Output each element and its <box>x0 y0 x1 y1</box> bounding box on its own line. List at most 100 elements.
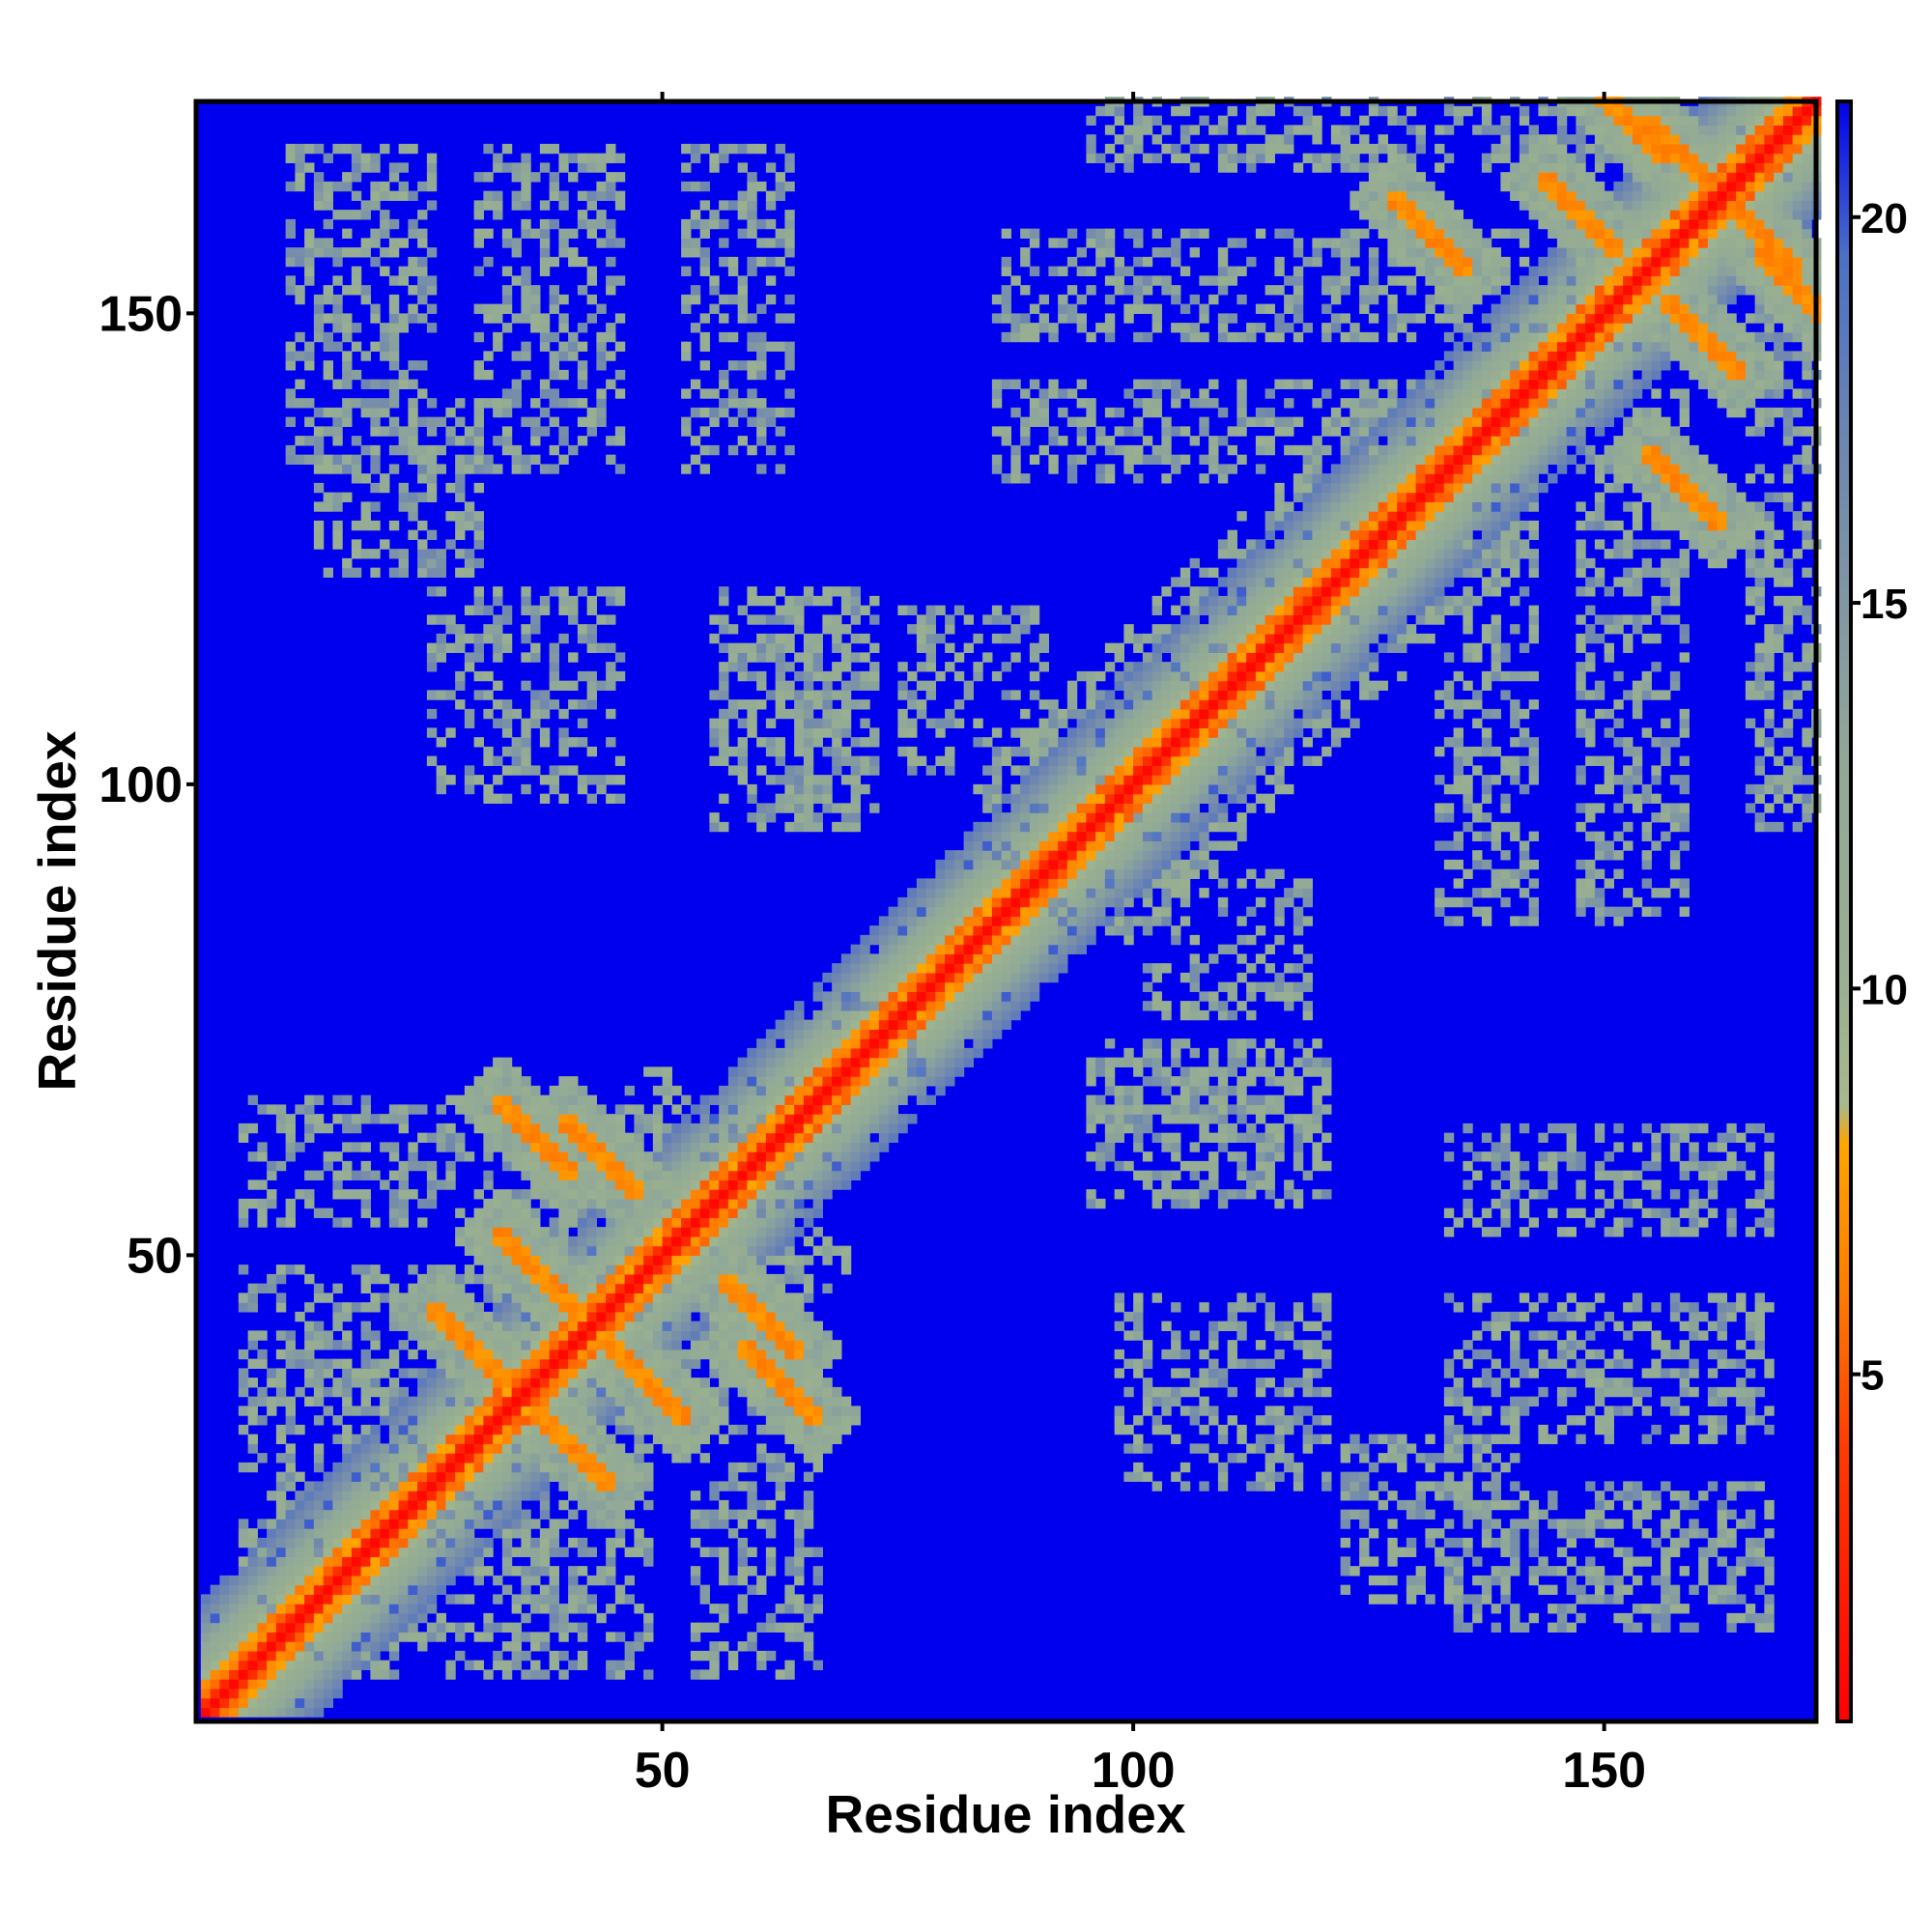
heatmap-cell <box>945 642 955 653</box>
heatmap-cell <box>388 1198 400 1209</box>
heatmap-cell <box>219 1612 230 1624</box>
heatmap-cell <box>671 1151 682 1162</box>
heatmap-cell <box>1038 821 1049 833</box>
heatmap-cell <box>596 1160 607 1172</box>
heatmap-cell <box>360 1650 371 1662</box>
heatmap-cell <box>380 1481 390 1492</box>
heatmap-cell <box>586 699 597 710</box>
heatmap-cell <box>521 605 531 615</box>
heatmap-cell <box>417 1537 428 1548</box>
heatmap-cell <box>380 379 390 389</box>
heatmap-cell <box>614 172 626 183</box>
heatmap-cell <box>370 1660 381 1670</box>
heatmap-cell <box>1048 783 1059 795</box>
heatmap-cell <box>737 1349 748 1360</box>
heatmap-cell <box>313 1293 325 1303</box>
heatmap-cell <box>577 1453 588 1463</box>
heatmap-cell <box>483 1386 494 1398</box>
heatmap-cell <box>765 256 777 268</box>
heatmap-cell <box>313 1378 325 1388</box>
heatmap-cell <box>304 1650 315 1662</box>
heatmap-cell <box>238 1302 249 1313</box>
heatmap-cell <box>756 1499 767 1511</box>
heatmap-cell <box>1048 850 1059 861</box>
heatmap-cell <box>521 1594 531 1605</box>
heatmap-cell <box>812 783 823 795</box>
heatmap-cell <box>614 1453 626 1463</box>
heatmap-cell <box>539 1509 551 1520</box>
heatmap-cell <box>558 454 569 465</box>
heatmap-cell <box>765 1236 777 1247</box>
heatmap-cell <box>709 303 720 314</box>
heatmap-cell <box>832 1038 842 1049</box>
heatmap-cell <box>1020 831 1031 841</box>
heatmap-cell <box>473 642 484 653</box>
heatmap-cell <box>756 1424 767 1435</box>
heatmap-cell <box>511 1641 522 1652</box>
heatmap-cell <box>1001 256 1011 268</box>
heatmap-cell <box>332 454 343 465</box>
heatmap-cell <box>634 1217 644 1228</box>
heatmap-cell <box>426 1622 438 1633</box>
heatmap-cell <box>445 1349 456 1360</box>
heatmap-cell <box>483 746 494 757</box>
heatmap-cell <box>521 1537 531 1548</box>
heatmap-cell <box>727 708 739 720</box>
heatmap-cell <box>747 313 757 324</box>
heatmap-cell <box>756 1264 767 1275</box>
heatmap-cell <box>850 680 861 691</box>
heatmap-cell <box>869 1142 880 1152</box>
heatmap-cell <box>511 1604 522 1614</box>
heatmap-cell <box>530 1132 541 1143</box>
heatmap-cell <box>727 416 739 427</box>
heatmap-cell <box>775 642 785 653</box>
heatmap-cell <box>860 1047 870 1059</box>
heatmap-cell <box>539 1556 551 1567</box>
heatmap-cell <box>925 633 936 644</box>
heatmap-cell <box>737 1330 748 1341</box>
heatmap-cell <box>436 1528 446 1539</box>
heatmap-cell <box>511 1114 522 1124</box>
heatmap-cell <box>521 1236 531 1247</box>
heatmap-cell <box>822 1245 833 1256</box>
heatmap-cell <box>558 1547 569 1557</box>
heatmap-cell <box>614 793 626 804</box>
heatmap-cell <box>671 1302 682 1313</box>
heatmap-cell <box>925 896 936 908</box>
heatmap-cell <box>539 775 551 785</box>
heatmap-cell <box>794 1604 805 1614</box>
heatmap-cell <box>586 1386 597 1398</box>
heatmap-cell <box>822 1094 833 1105</box>
heatmap-cell <box>398 1160 409 1172</box>
heatmap-cell <box>493 436 503 446</box>
heatmap-cell <box>473 1340 484 1350</box>
heatmap-cell <box>832 1066 842 1077</box>
heatmap-cell <box>897 953 908 964</box>
heatmap-cell <box>671 1396 682 1406</box>
heatmap-cell <box>860 1001 870 1011</box>
heatmap-cell <box>803 1104 814 1115</box>
heatmap-cell <box>558 294 569 305</box>
heatmap-cell <box>332 492 343 502</box>
heatmap-cell <box>643 1556 654 1567</box>
heatmap-cell <box>1020 934 1031 946</box>
heatmap-cell <box>606 1236 616 1247</box>
heatmap-cell <box>238 1632 249 1642</box>
heatmap-cell <box>907 991 918 1002</box>
heatmap-cell <box>549 652 559 663</box>
heatmap-cell <box>332 520 343 531</box>
heatmap-cell <box>238 1368 249 1378</box>
heatmap-cell <box>267 1198 277 1209</box>
heatmap-cell <box>878 916 890 926</box>
heatmap-cell <box>501 1378 513 1388</box>
heatmap-cell <box>973 1047 983 1059</box>
heatmap-cell <box>577 1622 588 1633</box>
heatmap-cell <box>549 642 559 653</box>
heatmap-cell <box>709 1358 720 1369</box>
heatmap-cell <box>709 1170 720 1180</box>
heatmap-cell <box>436 614 446 625</box>
heatmap-cell <box>483 783 494 795</box>
heatmap-cell <box>727 1424 739 1435</box>
heatmap-cell <box>247 1612 258 1624</box>
heatmap-cell <box>313 303 325 314</box>
